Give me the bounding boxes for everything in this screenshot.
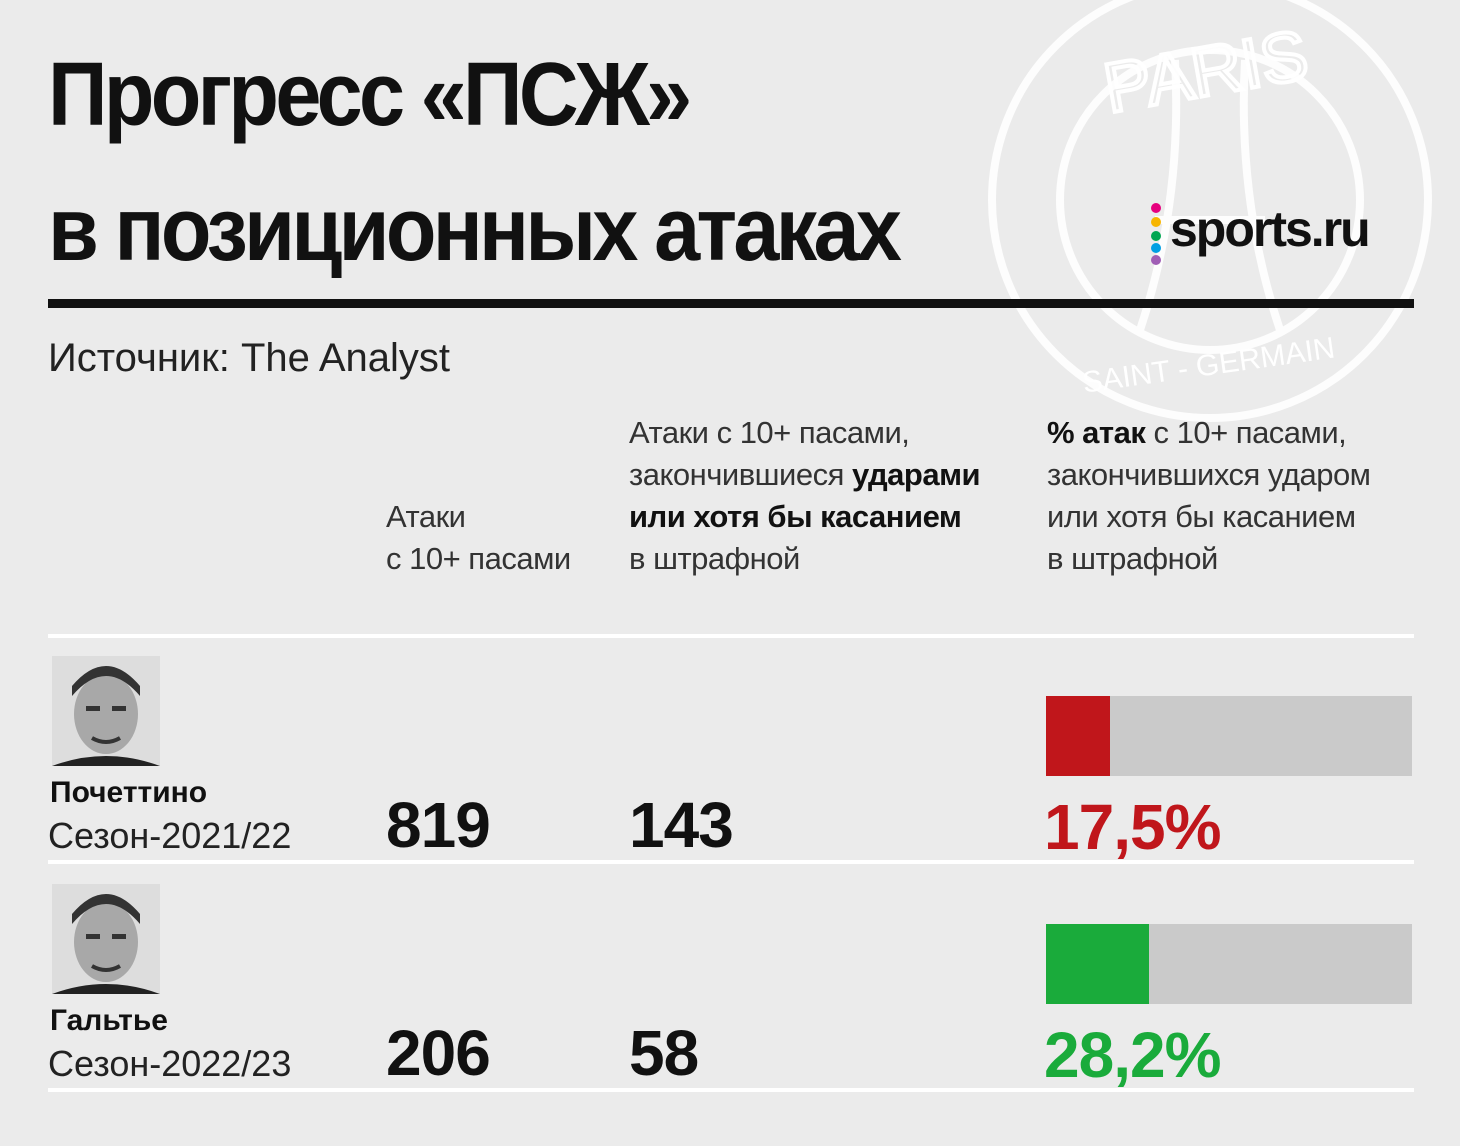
header-line: в штрафной: [1047, 538, 1218, 580]
header-text: % атак: [1047, 415, 1146, 450]
header-line: или хотя бы касанием: [629, 496, 962, 538]
svg-text:PARIS: PARIS: [1098, 15, 1313, 127]
season: Сезон-2022/23: [48, 1043, 292, 1084]
header-text: или хотя бы касанием: [1047, 499, 1356, 534]
percent-label: 17,5%: [1044, 791, 1221, 863]
header-text: закончившихся ударом: [1047, 457, 1371, 492]
header-line: % атак с 10+ пасами,: [1047, 412, 1347, 454]
header-line: Атаки с 10+ пасами,: [629, 412, 910, 454]
title: в позиционных атаках: [48, 180, 902, 280]
header-text: или хотя бы касанием: [629, 499, 962, 534]
header-text: с 10+ пасами,: [1145, 415, 1347, 450]
attacks: 819: [386, 789, 491, 861]
header-text: Атаки: [386, 499, 466, 534]
header-text: ударами: [852, 457, 981, 492]
name: Гальтье: [50, 1004, 168, 1037]
photo: [52, 656, 160, 766]
header-line: с 10+ пасами: [386, 538, 571, 580]
logo-dots: [1151, 203, 1161, 265]
photo: [52, 884, 160, 994]
name: Почеттино: [50, 776, 208, 809]
logo: sports.ru: [1170, 201, 1371, 257]
header-line: закончившихся ударом: [1047, 454, 1371, 496]
header-line: закончившиеся ударами: [629, 454, 981, 496]
face: [52, 656, 160, 766]
header-line: в штрафной: [629, 538, 800, 580]
season: Сезон-2021/22: [48, 815, 292, 856]
header-line: Атаки: [386, 496, 466, 538]
face: [52, 884, 160, 994]
bar: [1046, 696, 1111, 776]
attacks-with-shots: 58: [629, 1017, 699, 1089]
bar: [1046, 924, 1150, 1004]
divider: [48, 634, 1414, 638]
source: Источник: The Analyst: [48, 336, 450, 380]
header-line: или хотя бы касанием: [1047, 496, 1356, 538]
percent-label: 28,2%: [1044, 1019, 1221, 1091]
attacks: 206: [386, 1017, 491, 1089]
header-text: закончившиеся: [629, 457, 852, 492]
header-text: с 10+ пасами: [386, 541, 571, 576]
divider: [48, 860, 1414, 864]
header-text: в штрафной: [629, 541, 800, 576]
header-text: в штрафной: [1047, 541, 1218, 576]
attacks-with-shots: 143: [629, 789, 734, 861]
title: Прогресс «ПСЖ»: [48, 45, 692, 145]
svg-text:SAINT - GERMAIN: SAINT - GERMAIN: [1080, 332, 1337, 400]
header-text: Атаки с 10+ пасами,: [629, 415, 910, 450]
divider: [48, 1088, 1414, 1092]
